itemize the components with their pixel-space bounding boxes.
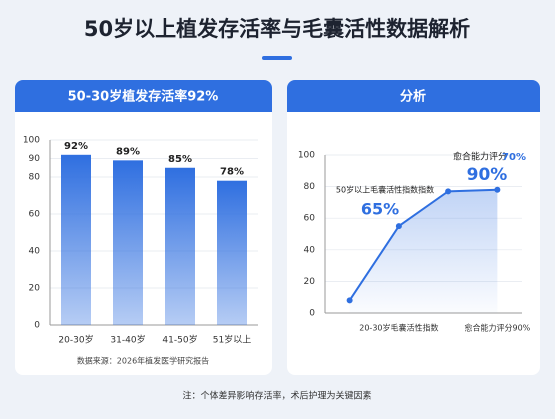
y-tick-label: 40 xyxy=(304,245,316,255)
y-tick-label: 20 xyxy=(304,277,316,287)
left-header xyxy=(15,80,272,112)
annotation: 65% xyxy=(361,200,399,219)
y-tick-label: 80 xyxy=(29,173,41,183)
x-tick-label: 41-50岁 xyxy=(162,334,197,346)
value-label: 92% xyxy=(64,141,88,152)
x-tick-label: 20-30岁毛囊活性指数 xyxy=(359,323,438,333)
title-underline xyxy=(262,56,292,60)
y-tick-label: 60 xyxy=(304,214,316,224)
bar xyxy=(165,167,195,325)
line xyxy=(348,188,498,301)
line-point xyxy=(346,297,353,304)
y-tick-label: 0 xyxy=(34,321,40,331)
footnote: 注：个体差异影响存活率，术后护理为关键因素 xyxy=(182,390,371,402)
left-title: 50-30岁植发存活率92% xyxy=(68,89,219,105)
main-title: 50岁以上植发存活率与毛囊活性数据解析 xyxy=(84,17,470,41)
bar xyxy=(61,154,91,325)
x-tick-label: 51岁以上 xyxy=(213,334,251,346)
line-point xyxy=(445,188,452,195)
value-label: 85% xyxy=(168,154,192,165)
annotation: 50岁以上毛囊活性指数指数 xyxy=(336,185,434,195)
y-tick-label: 90 xyxy=(29,154,41,164)
x-tick-label: 愈合能力评分90% xyxy=(464,323,530,333)
y-tick-label: 100 xyxy=(298,151,315,161)
right-title: 分析 xyxy=(400,89,426,105)
annotation: 90% xyxy=(467,165,508,185)
y-tick-label: 0 xyxy=(309,309,315,319)
x-tick-label: 20-30岁 xyxy=(58,334,93,346)
x-tick-label: 31-40岁 xyxy=(110,334,145,346)
value-label: 78% xyxy=(220,167,244,178)
right-header xyxy=(287,80,540,112)
line-area xyxy=(349,189,498,313)
value-label: 89% xyxy=(116,146,140,157)
y-tick-label: 60 xyxy=(29,210,41,220)
bar xyxy=(217,180,247,325)
annotation: 70% xyxy=(502,152,526,163)
source-note: 数据来源：2026年植发医学研究报告 xyxy=(77,356,209,366)
bar xyxy=(113,160,143,325)
y-tick-label: 80 xyxy=(304,182,316,192)
y-tick-label: 20 xyxy=(29,284,41,294)
y-tick-label: 40 xyxy=(29,247,41,257)
y-tick-label: 100 xyxy=(23,136,40,146)
line-point xyxy=(395,223,402,230)
line-point xyxy=(494,186,501,193)
annotation: 愈合能力评分 xyxy=(453,151,507,163)
